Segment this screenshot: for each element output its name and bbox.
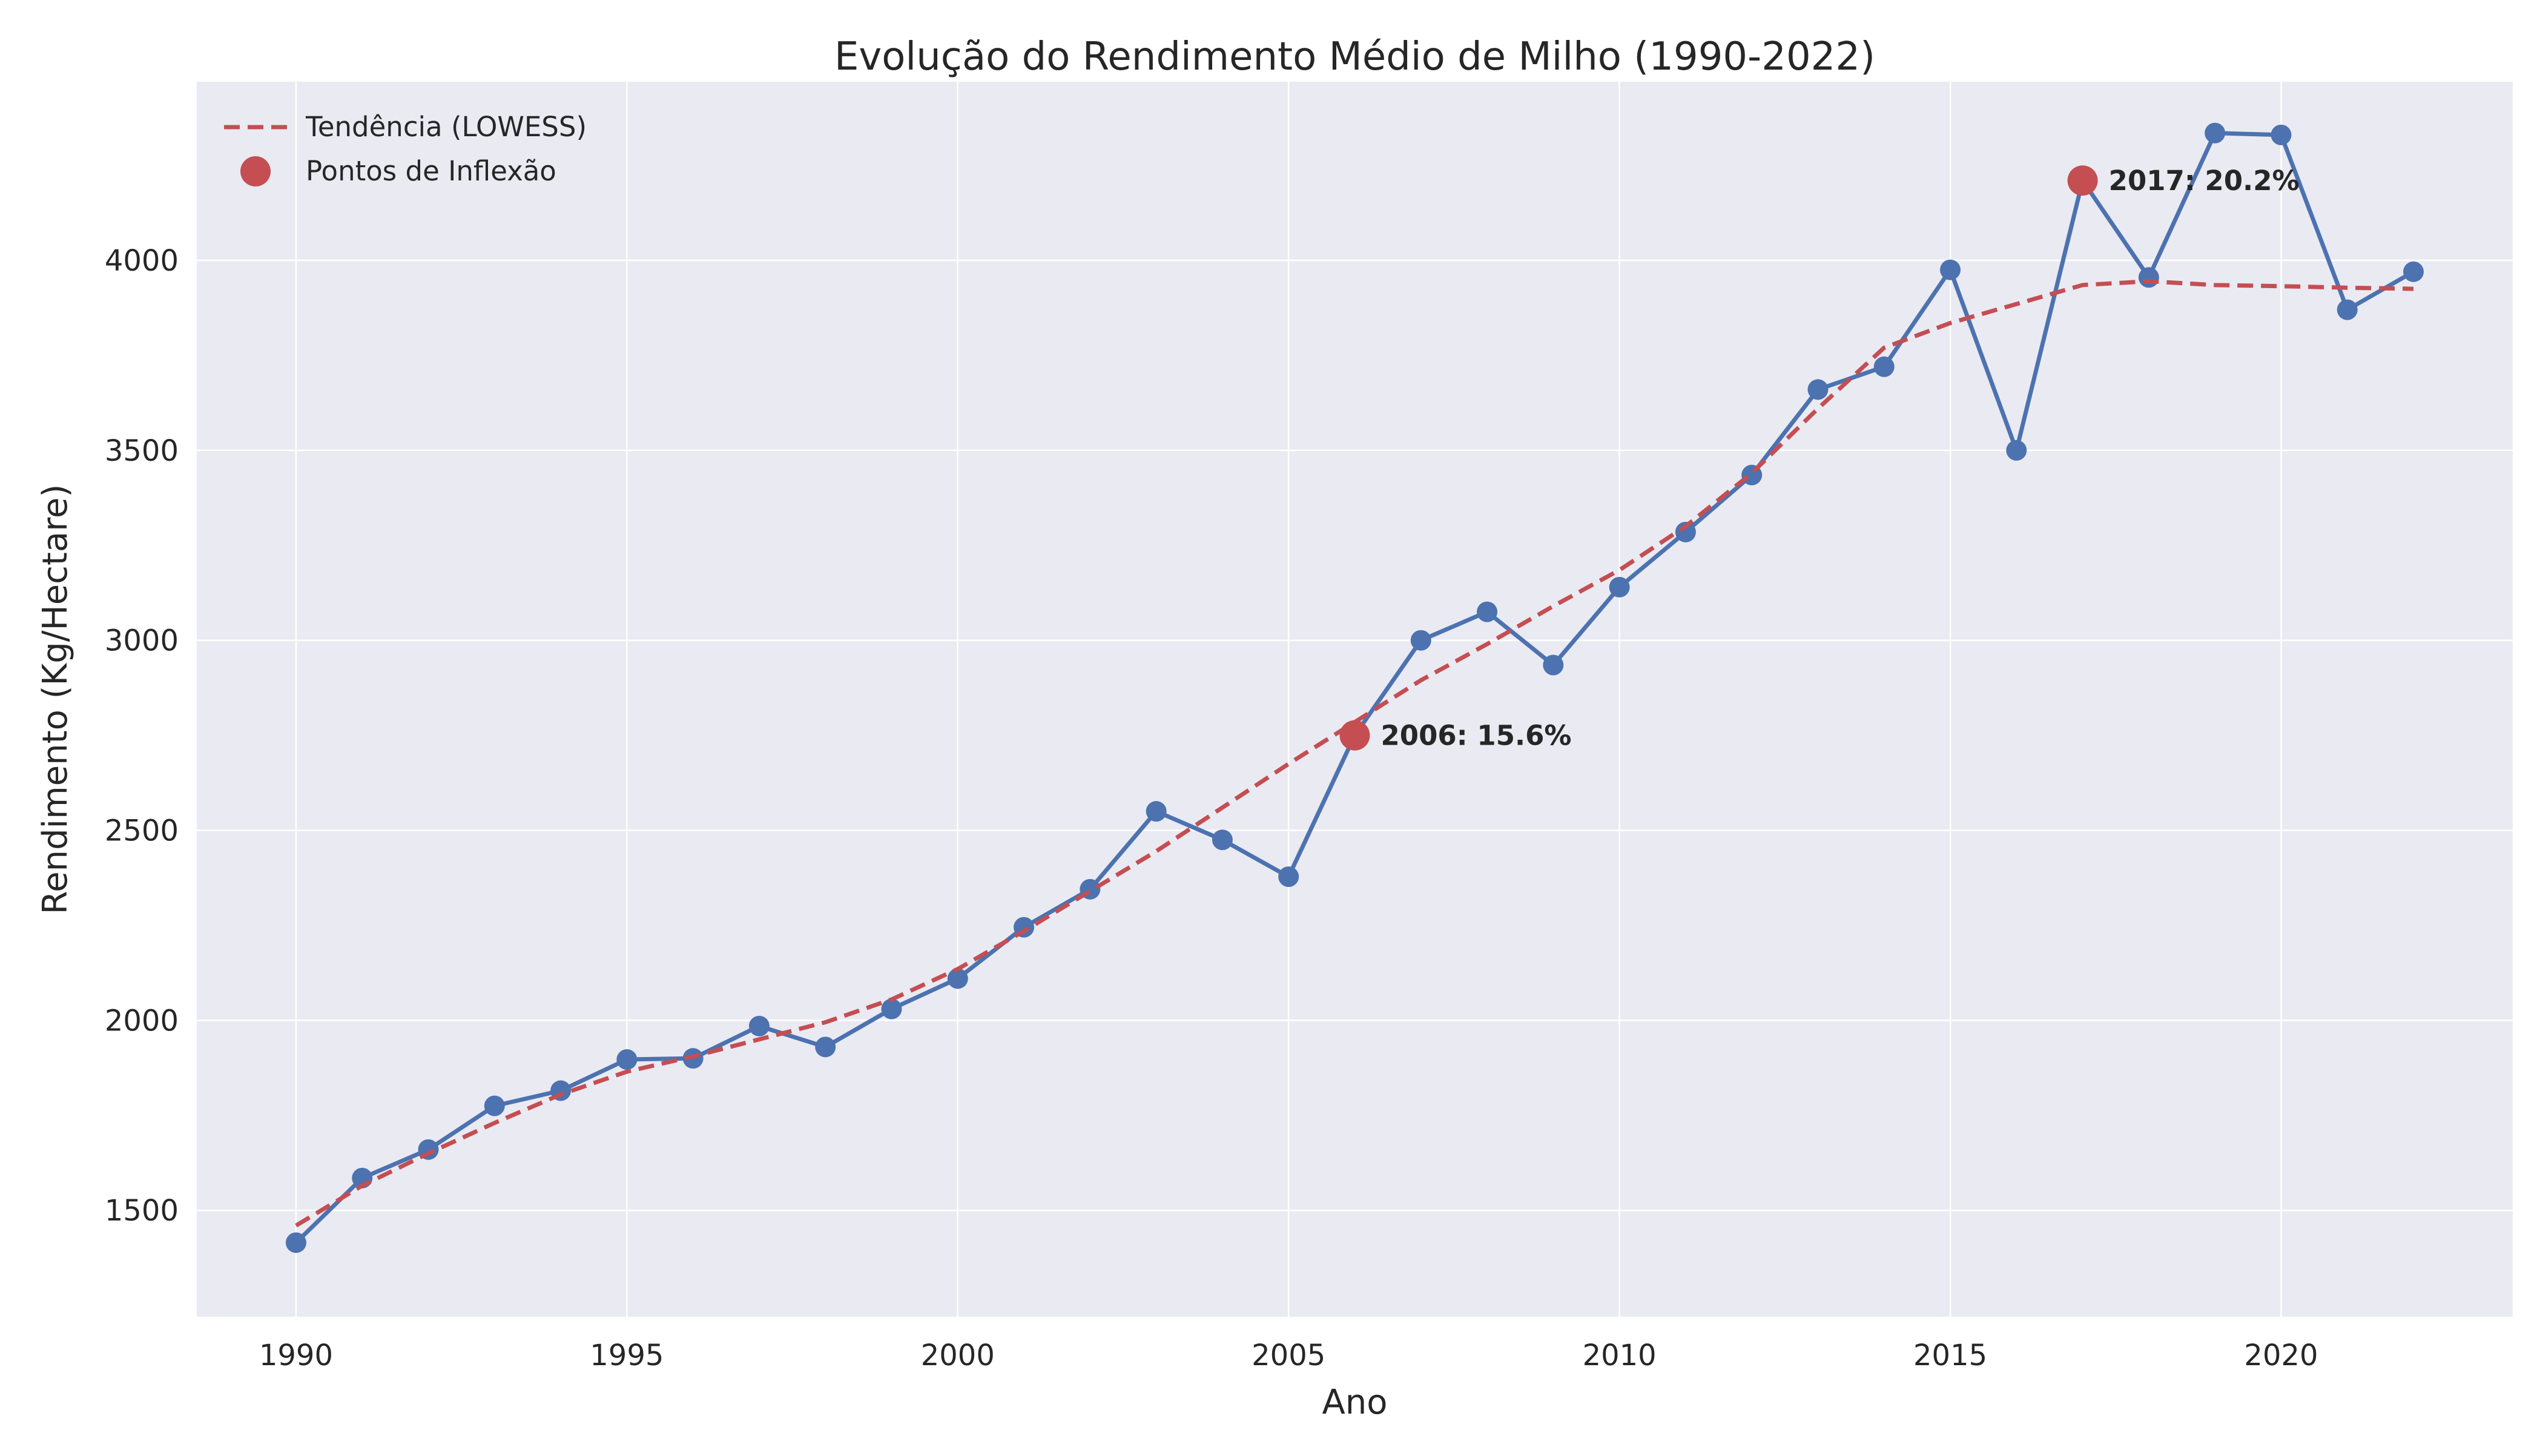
inflection-annotation: 2017: 20.2% [2109,165,2300,197]
data-point [748,1015,770,1036]
y-axis-label: Rendimento (Kg/Hectare) [36,484,75,915]
data-point [1212,829,1233,851]
x-tick-label: 2015 [1913,1339,1987,1372]
y-tick-label: 3500 [105,434,179,468]
data-point [947,968,968,989]
x-tick-label: 2010 [1583,1339,1657,1372]
chart-title: Evolução do Rendimento Médio de Milho (1… [834,35,1875,79]
data-point [1146,801,1167,822]
data-point [1609,576,1630,598]
data-point [484,1095,505,1116]
data-point [1873,356,1895,377]
plot-area [197,82,2513,1317]
data-point [2138,267,2159,288]
grid [197,82,2513,1317]
data-point [2271,124,2292,145]
data-point [1543,654,1564,676]
data-point [1940,259,1961,280]
inflection-point [2067,165,2098,196]
x-tick-label: 1990 [259,1339,333,1372]
data-point [2006,440,2027,461]
tick-labels: 1990 1995 2000 2005 2010 2015 2020 1500 2000 2500… [105,244,2318,1372]
data-point [2403,261,2424,282]
data-point [1807,379,1829,400]
data-point [1675,521,1696,542]
data-point [1477,601,1498,622]
data-point [815,1036,836,1058]
data-point [616,1049,638,1070]
x-tick-label: 2000 [921,1339,995,1372]
data-point [881,998,902,1020]
data-point [2205,122,2226,143]
legend-inflection-swatch [240,156,271,186]
y-tick-label: 1500 [105,1194,179,1228]
inflection-series: 2006: 15.6% 2017: 20.2% [1339,165,2300,752]
x-tick-label: 2005 [1252,1339,1325,1372]
x-tick-label: 2020 [2244,1339,2318,1372]
legend: Tendência (LOWESS) Pontos de Inflexão [224,111,587,187]
x-axis-label: Ano [1322,1383,1387,1422]
data-point [1410,630,1431,651]
inflection-annotation: 2006: 15.6% [1381,720,1572,752]
data-point [1278,866,1299,888]
y-tick-label: 3000 [105,624,179,658]
y-tick-label: 2500 [105,814,179,848]
legend-trend-label: Tendência (LOWESS) [305,111,587,143]
data-point [2337,299,2358,320]
data-point [285,1232,306,1253]
legend-inflection-label: Pontos de Inflexão [306,155,556,187]
x-tick-label: 1995 [590,1339,664,1372]
y-tick-label: 2000 [105,1004,179,1038]
y-tick-label: 4000 [105,244,179,278]
inflection-point [1339,720,1370,751]
